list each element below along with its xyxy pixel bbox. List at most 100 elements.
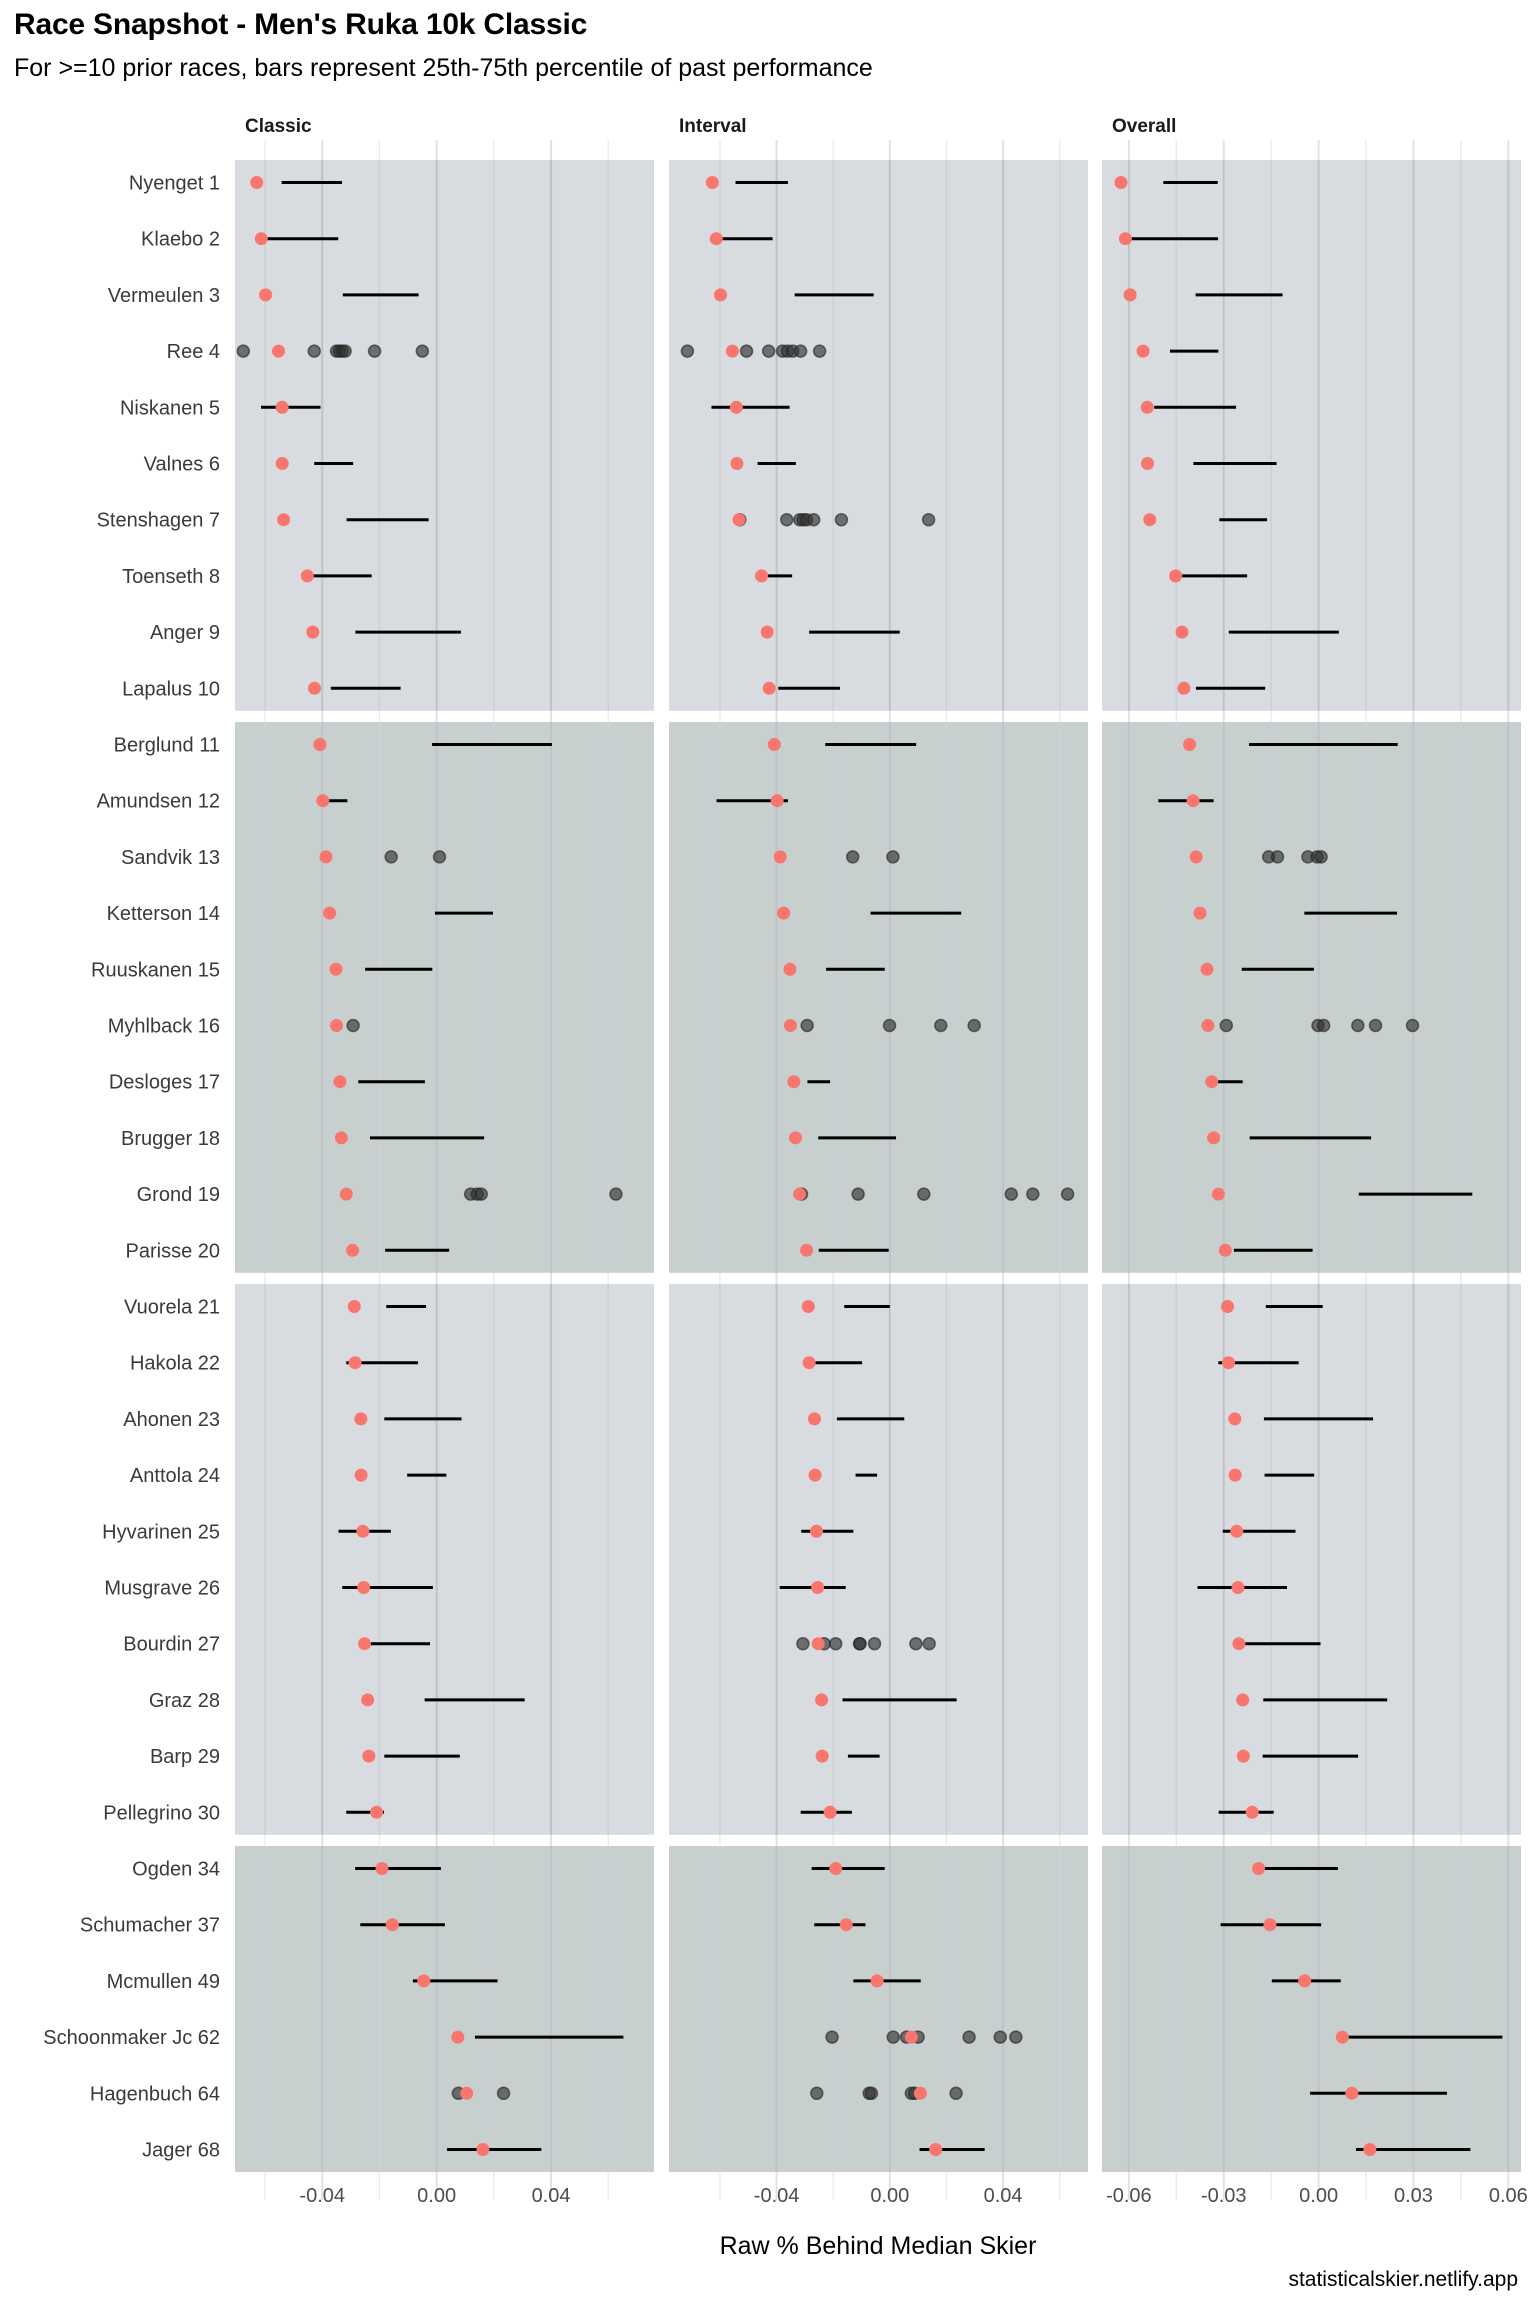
current-race-point — [1200, 962, 1214, 976]
current-race-point — [1193, 906, 1207, 920]
skier-label: Berglund 11 — [114, 735, 220, 757]
x-tick-label: 0.04 — [532, 2185, 571, 2207]
skier-label: Mcmullen 49 — [107, 1971, 220, 1993]
skier-label: Ogden 34 — [132, 1859, 220, 1881]
current-race-point — [275, 457, 289, 470]
past-race-point — [384, 850, 398, 864]
current-race-point — [1221, 1356, 1235, 1370]
current-race-point — [1252, 1862, 1266, 1875]
past-race-point — [496, 2086, 511, 2101]
skier-label: Schumacher 37 — [80, 1915, 220, 1937]
skier-label: Amundsen 12 — [97, 791, 220, 813]
past-race-point — [432, 850, 447, 864]
past-race-point — [829, 1636, 843, 1651]
group-band — [235, 722, 654, 1273]
past-race-point — [367, 344, 382, 358]
skier-label: Hakola 22 — [130, 1353, 220, 1375]
current-race-point — [277, 513, 291, 527]
current-race-point — [1169, 569, 1183, 583]
current-race-point — [1221, 1300, 1235, 1313]
past-race-point — [949, 2086, 963, 2101]
current-race-point — [306, 625, 320, 639]
current-race-point — [783, 1019, 797, 1032]
past-race-point — [810, 2086, 824, 2101]
current-race-point — [1335, 2030, 1349, 2044]
skier-label: Toenseth 8 — [122, 566, 220, 588]
past-race-point — [780, 512, 794, 527]
past-race-point — [922, 1636, 936, 1651]
facet-label-overall: Overall — [1112, 116, 1176, 137]
past-race-point — [1351, 1018, 1365, 1033]
current-race-point — [808, 1412, 822, 1426]
chart-subtitle: For >=10 prior races, bars represent 25t… — [14, 54, 873, 82]
skier-label: Sandvik 13 — [121, 847, 220, 869]
x-tick-label: 0.04 — [984, 2185, 1023, 2207]
x-tick-label: 0.00 — [870, 2185, 909, 2207]
facet-label-interval: Interval — [679, 116, 747, 137]
current-race-point — [913, 2086, 927, 2100]
current-race-point — [1363, 2143, 1377, 2156]
current-race-point — [1207, 1131, 1221, 1145]
current-race-point — [330, 1019, 344, 1032]
current-race-point — [451, 2030, 465, 2044]
past-race-point — [1219, 1018, 1234, 1033]
current-race-point — [755, 569, 769, 583]
current-race-point — [1183, 738, 1197, 751]
x-tick-label: 0.00 — [1299, 2185, 1338, 2207]
skier-label: Ree 4 — [167, 341, 220, 363]
current-race-point — [1177, 681, 1191, 695]
current-race-point — [829, 1862, 843, 1875]
current-race-point — [323, 906, 337, 920]
current-race-point — [354, 1468, 368, 1482]
skier-label: Hagenbuch 64 — [90, 2083, 220, 2105]
current-race-point — [705, 176, 719, 189]
current-race-point — [730, 457, 744, 470]
x-axis-title: Raw % Behind Median Skier — [720, 2232, 1037, 2260]
current-race-point — [777, 906, 791, 920]
current-race-point — [870, 1974, 884, 1988]
current-race-point — [811, 1637, 825, 1651]
current-race-point — [375, 1862, 389, 1875]
current-race-point — [1143, 513, 1157, 527]
past-race-point — [796, 1636, 810, 1651]
current-race-point — [334, 1131, 348, 1145]
current-race-point — [362, 1749, 376, 1763]
current-race-point — [300, 569, 314, 583]
skier-label: Parisse 20 — [126, 1240, 221, 1262]
group-band — [669, 160, 1088, 711]
current-race-point — [354, 1412, 368, 1426]
current-race-point — [347, 1300, 361, 1313]
past-race-point — [812, 344, 827, 358]
current-race-point — [275, 400, 289, 414]
past-race-point — [1270, 850, 1285, 864]
current-race-point — [815, 1693, 829, 1707]
current-race-point — [254, 232, 268, 246]
x-tick-label: -0.04 — [299, 2185, 345, 2207]
skier-label: Jager 68 — [142, 2140, 220, 2162]
past-race-point — [864, 2086, 879, 2101]
skier-label: Barp 29 — [150, 1746, 220, 1768]
current-race-point — [313, 738, 327, 751]
skier-label: Graz 28 — [149, 1690, 220, 1712]
past-race-point — [853, 1636, 867, 1651]
current-race-point — [1245, 1805, 1259, 1819]
facet-label-classic: Classic — [245, 116, 312, 137]
x-tick-label: 0.03 — [1394, 2185, 1433, 2207]
past-race-point — [834, 512, 849, 527]
skier-label: Nyenget 1 — [129, 173, 220, 195]
past-race-point — [886, 2030, 900, 2044]
current-race-point — [789, 1131, 803, 1145]
current-race-point — [793, 1187, 807, 1201]
past-race-point — [909, 1636, 923, 1651]
group-band — [669, 722, 1088, 1273]
current-race-point — [319, 850, 333, 864]
current-race-point — [417, 1974, 431, 1988]
skier-label: Hyvarinen 25 — [102, 1521, 220, 1543]
past-race-point — [806, 512, 821, 527]
x-tick-label: -0.03 — [1201, 2185, 1247, 2207]
current-race-point — [1136, 344, 1150, 358]
current-race-point — [800, 1243, 814, 1257]
x-tick-label: 0.00 — [417, 2185, 456, 2207]
current-race-point — [1175, 625, 1189, 639]
